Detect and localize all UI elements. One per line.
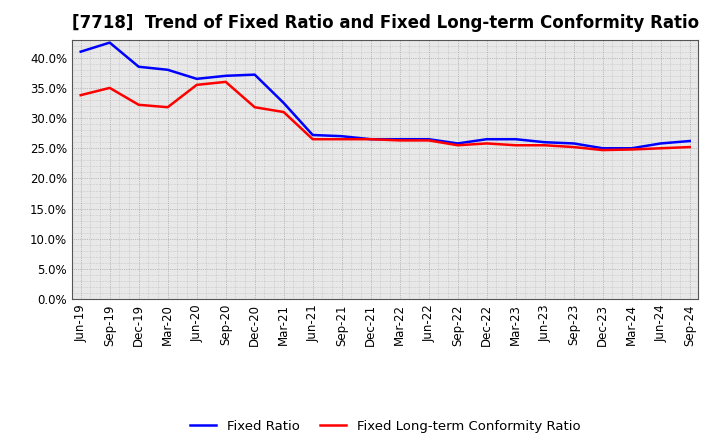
Fixed Ratio — [541, 139, 549, 145]
Fixed Ratio — [192, 76, 201, 81]
Fixed Ratio — [685, 139, 694, 144]
Fixed Long-term Conformity Ratio — [338, 136, 346, 142]
Title: [7718]  Trend of Fixed Ratio and Fixed Long-term Conformity Ratio: [7718] Trend of Fixed Ratio and Fixed Lo… — [71, 15, 699, 33]
Fixed Long-term Conformity Ratio — [192, 82, 201, 88]
Fixed Long-term Conformity Ratio — [482, 141, 491, 146]
Fixed Ratio — [251, 72, 259, 77]
Line: Fixed Long-term Conformity Ratio: Fixed Long-term Conformity Ratio — [81, 82, 690, 150]
Fixed Ratio — [657, 141, 665, 146]
Fixed Long-term Conformity Ratio — [657, 146, 665, 151]
Fixed Ratio — [279, 100, 288, 106]
Fixed Long-term Conformity Ratio — [308, 136, 317, 142]
Fixed Long-term Conformity Ratio — [76, 92, 85, 98]
Fixed Long-term Conformity Ratio — [163, 105, 172, 110]
Fixed Long-term Conformity Ratio — [627, 147, 636, 152]
Fixed Long-term Conformity Ratio — [454, 143, 462, 148]
Fixed Ratio — [570, 141, 578, 146]
Legend: Fixed Ratio, Fixed Long-term Conformity Ratio: Fixed Ratio, Fixed Long-term Conformity … — [185, 415, 585, 438]
Fixed Ratio — [424, 136, 433, 142]
Fixed Ratio — [338, 134, 346, 139]
Fixed Long-term Conformity Ratio — [105, 85, 114, 91]
Fixed Ratio — [221, 73, 230, 78]
Fixed Ratio — [135, 64, 143, 70]
Fixed Ratio — [105, 40, 114, 45]
Fixed Ratio — [308, 132, 317, 138]
Fixed Ratio — [627, 146, 636, 151]
Fixed Long-term Conformity Ratio — [511, 143, 520, 148]
Fixed Ratio — [482, 136, 491, 142]
Fixed Long-term Conformity Ratio — [395, 138, 404, 143]
Fixed Long-term Conformity Ratio — [221, 79, 230, 84]
Fixed Ratio — [598, 146, 607, 151]
Fixed Ratio — [511, 136, 520, 142]
Fixed Ratio — [395, 136, 404, 142]
Fixed Long-term Conformity Ratio — [366, 136, 375, 142]
Fixed Long-term Conformity Ratio — [424, 138, 433, 143]
Fixed Ratio — [76, 49, 85, 54]
Fixed Long-term Conformity Ratio — [685, 144, 694, 150]
Fixed Long-term Conformity Ratio — [541, 143, 549, 148]
Fixed Ratio — [163, 67, 172, 73]
Fixed Ratio — [366, 136, 375, 142]
Fixed Long-term Conformity Ratio — [598, 147, 607, 153]
Fixed Long-term Conformity Ratio — [251, 105, 259, 110]
Fixed Long-term Conformity Ratio — [279, 110, 288, 115]
Line: Fixed Ratio: Fixed Ratio — [81, 43, 690, 148]
Fixed Ratio — [454, 141, 462, 146]
Fixed Long-term Conformity Ratio — [570, 144, 578, 150]
Fixed Long-term Conformity Ratio — [135, 102, 143, 107]
